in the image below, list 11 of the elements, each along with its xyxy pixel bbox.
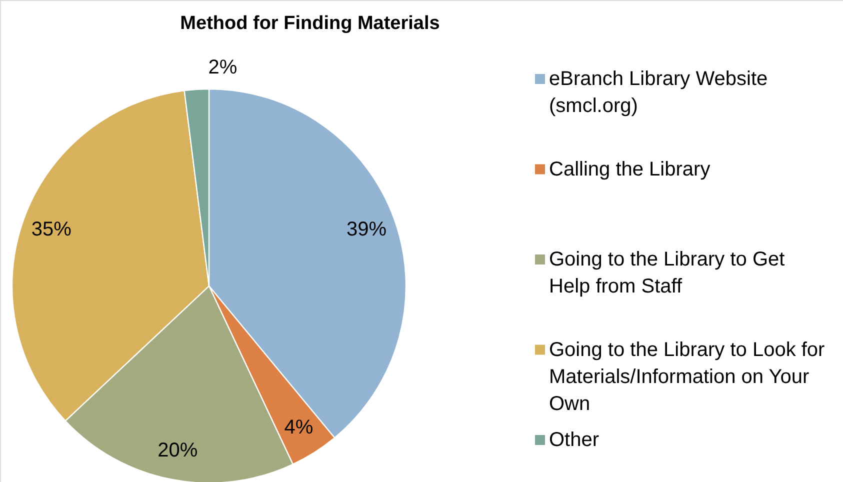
data-label: 20% — [158, 439, 198, 462]
data-label: 4% — [284, 416, 314, 438]
legend-label: eBranch Library Website (smcl.org) — [549, 68, 768, 117]
legend-label: Calling the Library — [549, 158, 710, 180]
data-label: 39% — [346, 218, 387, 240]
legend-label: Going to the Library to Get Help from Staff — [549, 248, 786, 298]
legend-label: Other — [549, 429, 600, 451]
legend-label: Going to the Library to Look for Materials/Information on Your Own — [549, 338, 826, 415]
chart-title: Method for Finding Materials — [180, 13, 440, 34]
data-label: 2% — [208, 56, 238, 78]
data-label: 35% — [31, 218, 72, 240]
